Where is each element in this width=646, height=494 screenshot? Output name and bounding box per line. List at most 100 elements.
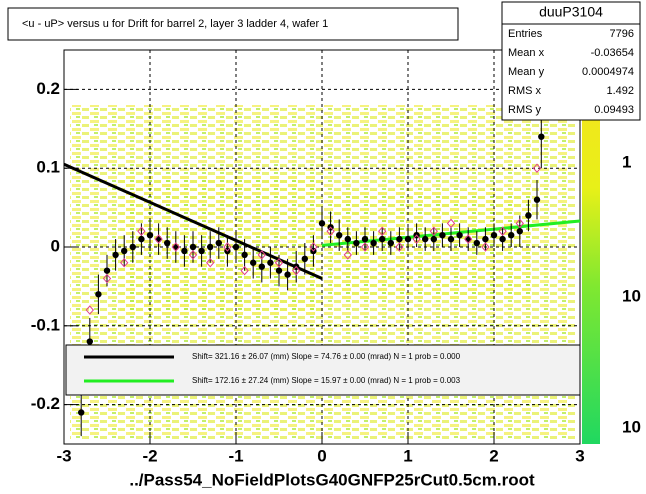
point-marker bbox=[215, 239, 222, 247]
diamond-marker bbox=[326, 226, 335, 236]
point-marker bbox=[439, 231, 446, 239]
diamond-marker bbox=[257, 250, 266, 260]
stats-value: -0.03654 bbox=[591, 47, 634, 59]
point-marker bbox=[232, 243, 240, 251]
point-marker bbox=[267, 259, 274, 266]
diamond-marker bbox=[206, 258, 215, 268]
point-marker bbox=[456, 231, 463, 239]
diamond-marker bbox=[85, 305, 94, 315]
diamond-marker bbox=[120, 258, 129, 268]
diamond-marker bbox=[137, 226, 146, 236]
x-tick-label: -2 bbox=[142, 446, 157, 465]
point-marker bbox=[422, 235, 429, 243]
point-marker bbox=[361, 235, 369, 243]
stats-value: 0.0004974 bbox=[582, 66, 634, 78]
diamond-marker bbox=[171, 242, 180, 252]
point-marker bbox=[538, 133, 545, 140]
stats-key: RMS y bbox=[508, 104, 542, 116]
point-marker bbox=[499, 235, 506, 243]
diamond-marker bbox=[343, 250, 352, 260]
diamond-marker bbox=[378, 226, 387, 236]
diamond-marker bbox=[102, 273, 112, 284]
y-tick-label: 0.1 bbox=[36, 158, 60, 177]
x-tick-label: 1 bbox=[403, 446, 412, 465]
point-marker bbox=[275, 267, 283, 274]
footer: ../Pass54_NoFieldPlotsG40GNFP25rCut0.5cm… bbox=[129, 470, 535, 489]
chart-title: <u - uP> versus u for Drift for barrel 2… bbox=[22, 18, 328, 30]
diamond-marker bbox=[240, 265, 249, 276]
point-marker bbox=[258, 263, 265, 270]
diamond-marker bbox=[360, 242, 370, 252]
point-marker bbox=[370, 239, 377, 247]
diamond-marker bbox=[154, 234, 163, 244]
point-marker bbox=[121, 247, 128, 255]
point-marker bbox=[284, 271, 291, 278]
stats-box bbox=[501, 1, 641, 121]
diamond-marker bbox=[498, 226, 507, 236]
x-tick-label: -3 bbox=[56, 446, 71, 465]
point-marker bbox=[447, 235, 455, 243]
point-marker bbox=[490, 231, 498, 239]
point-marker bbox=[207, 243, 214, 251]
fit-legend bbox=[65, 344, 581, 396]
density-texture bbox=[330, 190, 530, 300]
point-marker bbox=[379, 235, 386, 243]
point-marker bbox=[344, 235, 351, 243]
diamond-marker bbox=[309, 242, 318, 252]
point-marker bbox=[86, 338, 94, 345]
point-marker bbox=[404, 235, 412, 243]
point-marker bbox=[336, 231, 343, 239]
point-marker bbox=[164, 239, 171, 247]
point-marker bbox=[473, 239, 480, 247]
diamond-marker bbox=[223, 242, 232, 252]
stats-value: 7796 bbox=[610, 28, 634, 40]
legend-text: Shift= 321.16 ± 26.07 (mm) Slope = 74.76… bbox=[192, 352, 461, 361]
z-tick-label: 10 bbox=[622, 286, 641, 305]
point-marker bbox=[508, 231, 515, 239]
point-marker bbox=[533, 196, 541, 203]
stats-value: 0.09493 bbox=[594, 104, 634, 116]
point-marker bbox=[318, 220, 326, 227]
stats-title: duuP3104 bbox=[539, 4, 603, 20]
point-marker bbox=[138, 235, 145, 243]
color-palette bbox=[582, 50, 600, 444]
diamond-marker bbox=[464, 234, 473, 244]
point-marker bbox=[78, 409, 85, 416]
point-marker bbox=[353, 239, 360, 247]
diamond-marker bbox=[274, 258, 284, 268]
diamond-marker bbox=[515, 218, 524, 229]
point-marker bbox=[396, 235, 403, 243]
x-tick-label: 0 bbox=[317, 446, 326, 465]
stats-key: Entries bbox=[508, 28, 543, 40]
point-marker bbox=[516, 228, 523, 235]
z-tick-label: 10 bbox=[622, 417, 641, 436]
point-marker bbox=[146, 231, 154, 239]
point-marker bbox=[103, 267, 111, 274]
diamond-marker bbox=[481, 242, 490, 252]
legend-text: Shift= 172.16 ± 27.24 (mm) Slope = 15.97… bbox=[192, 376, 461, 385]
stats-key: Mean x bbox=[508, 47, 545, 59]
point-marker bbox=[430, 235, 437, 243]
x-tick-label: 3 bbox=[575, 446, 584, 465]
diamond-marker bbox=[395, 242, 404, 252]
z-tick-label: 1 bbox=[622, 152, 631, 171]
stats-key: RMS x bbox=[508, 85, 542, 97]
point-marker bbox=[465, 235, 472, 243]
y-tick-label: 0.2 bbox=[36, 79, 60, 98]
point-marker bbox=[172, 243, 179, 251]
stats-key: Mean y bbox=[508, 66, 545, 78]
point-marker bbox=[189, 243, 197, 251]
diamond-marker bbox=[429, 226, 438, 236]
point-marker bbox=[198, 247, 205, 255]
y-tick-label: -0.1 bbox=[31, 315, 60, 334]
point-marker bbox=[387, 239, 394, 247]
diamond-marker bbox=[188, 250, 198, 260]
x-tick-label: 2 bbox=[489, 446, 498, 465]
diamond-marker bbox=[532, 163, 542, 173]
y-tick-label: -0.2 bbox=[31, 394, 60, 413]
x-tick-label: -1 bbox=[228, 446, 243, 465]
y-tick-label: 0 bbox=[51, 236, 60, 255]
point-marker bbox=[301, 255, 308, 263]
point-marker bbox=[129, 243, 136, 251]
